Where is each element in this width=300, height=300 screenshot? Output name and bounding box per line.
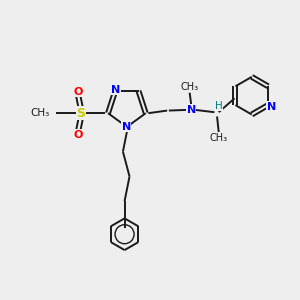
Text: CH₃: CH₃ <box>210 133 228 143</box>
Text: O: O <box>74 130 83 140</box>
Text: N: N <box>111 85 121 95</box>
Text: N: N <box>122 122 131 132</box>
Text: CH₃: CH₃ <box>30 108 50 118</box>
Text: N: N <box>187 105 196 115</box>
Text: CH₃: CH₃ <box>181 82 199 92</box>
Text: S: S <box>76 107 85 120</box>
Text: H: H <box>215 100 223 111</box>
Text: N: N <box>267 102 276 112</box>
Text: O: O <box>74 87 83 97</box>
